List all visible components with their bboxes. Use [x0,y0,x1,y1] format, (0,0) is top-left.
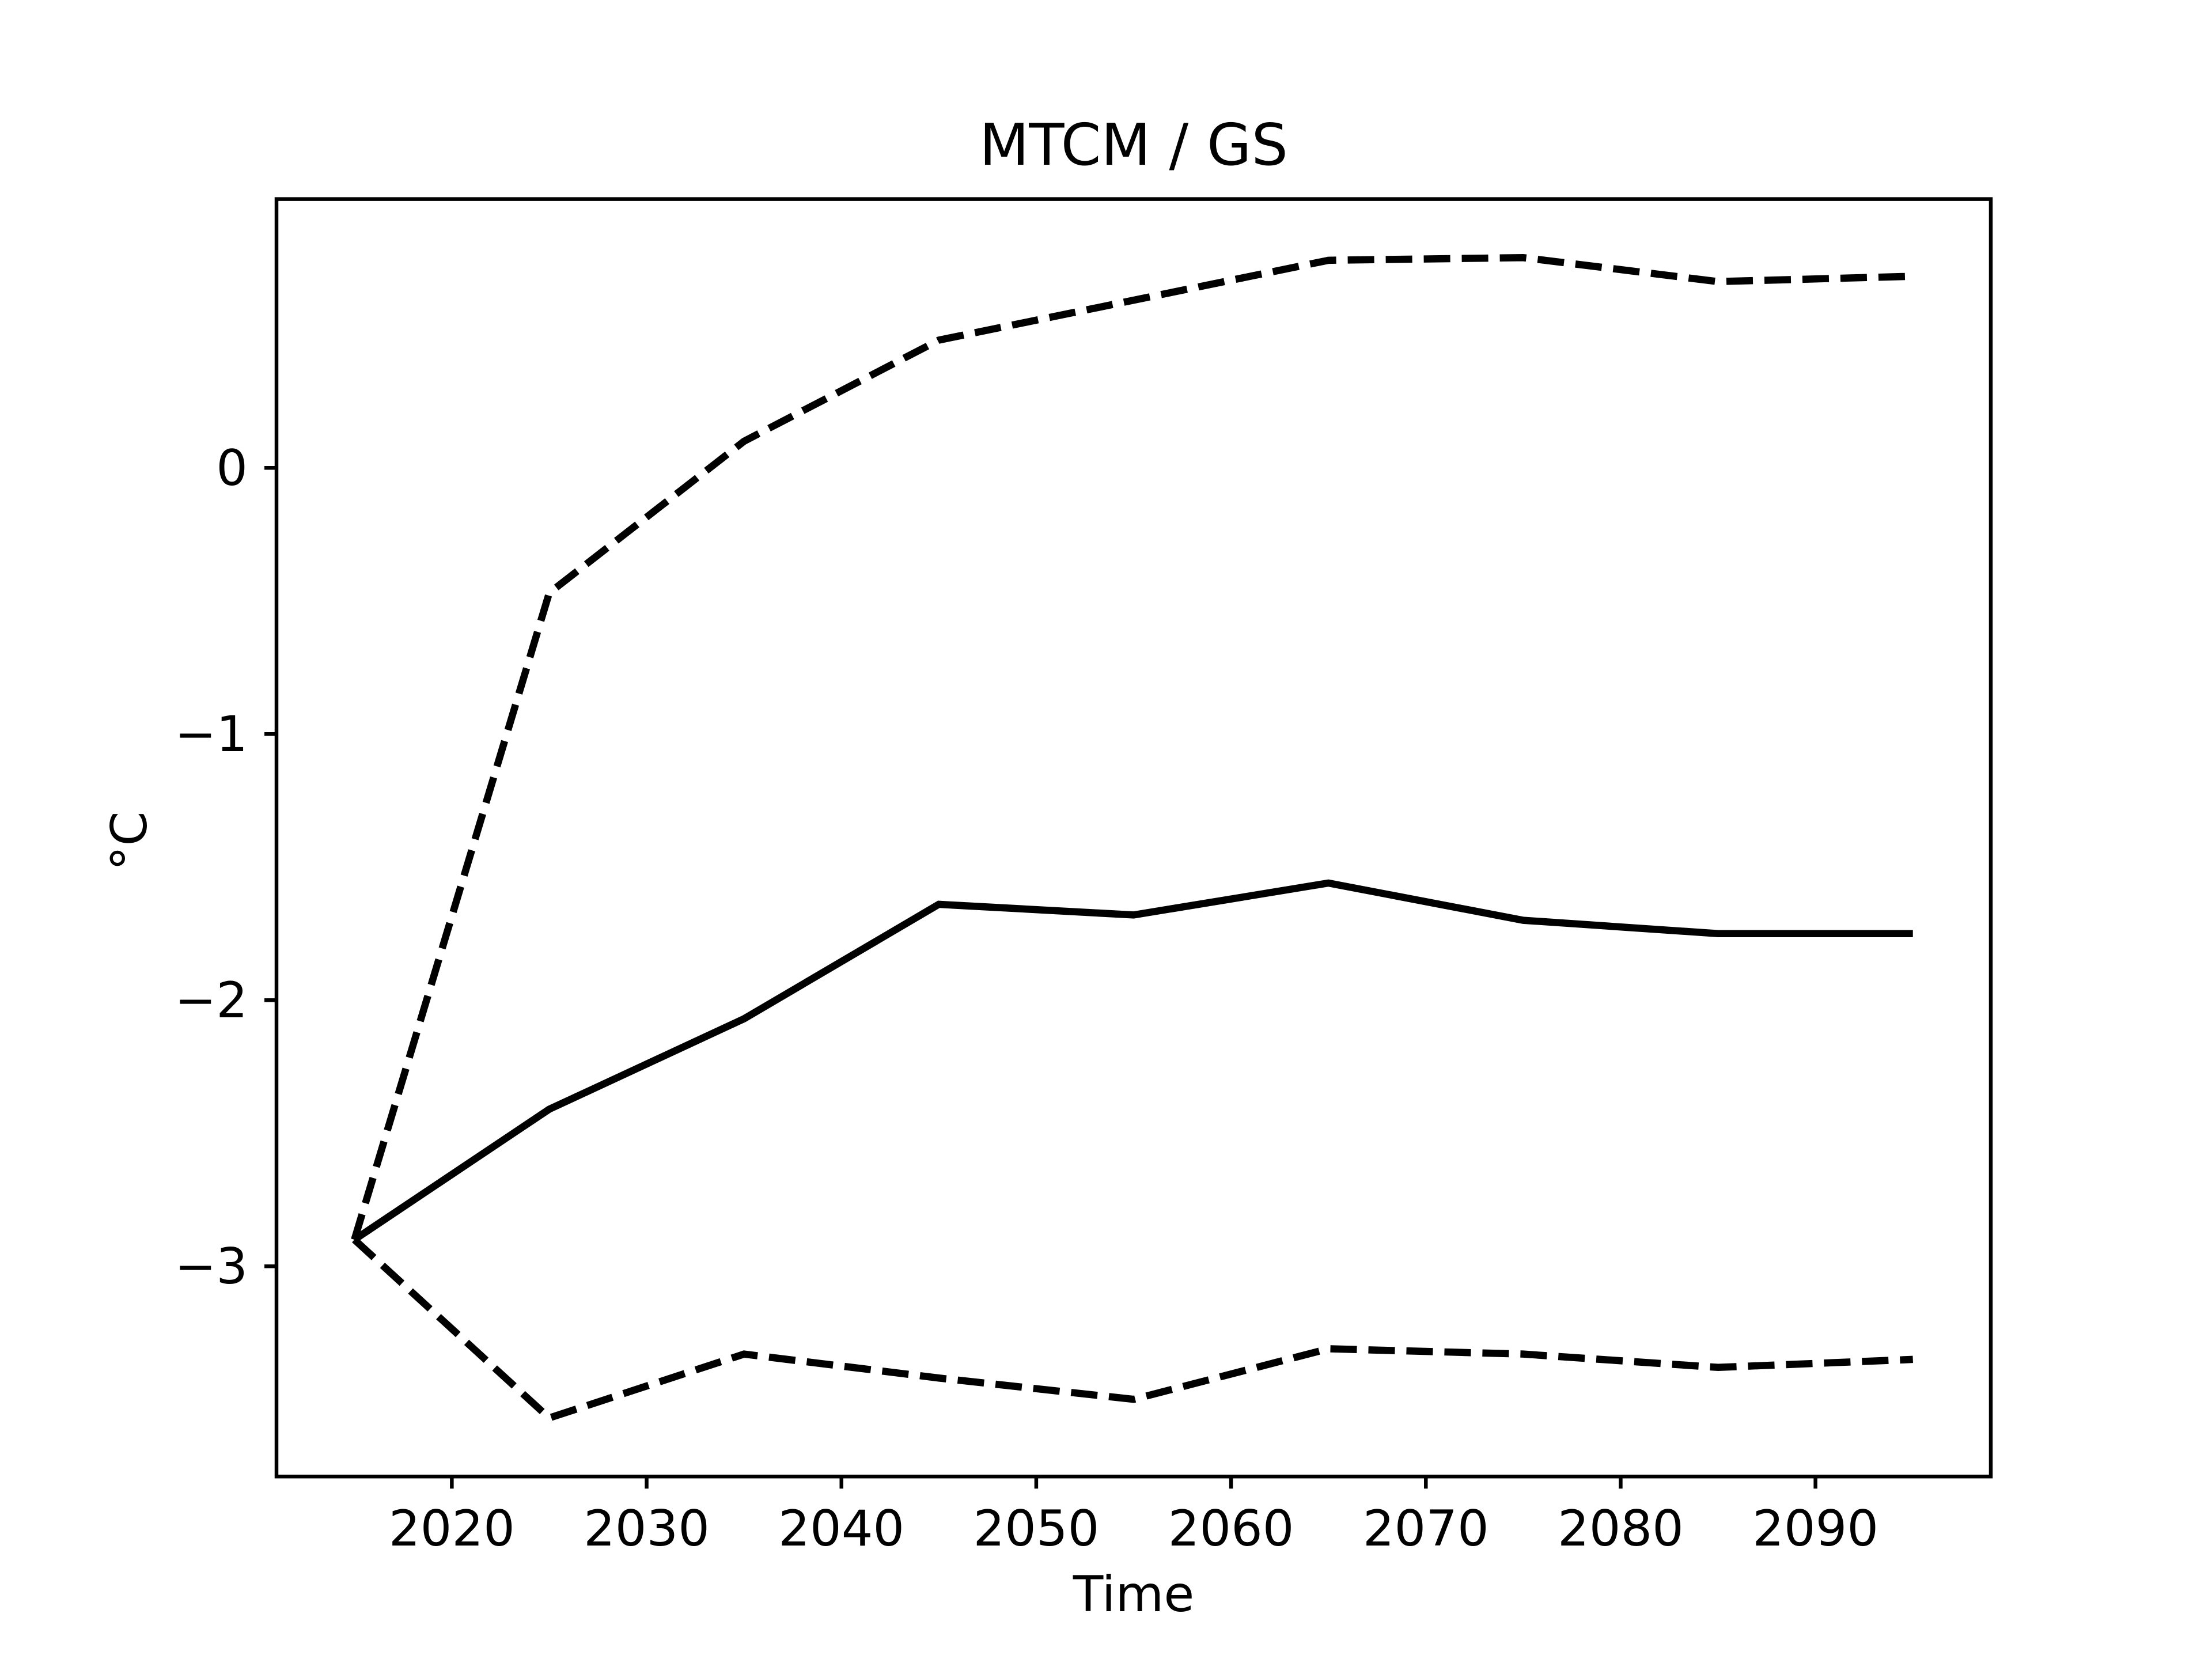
y-tick-label: −2 [175,972,248,1029]
x-tick-label: 2070 [1363,1500,1489,1558]
y-tick-label: −1 [175,706,248,763]
x-tick-label: 2020 [389,1500,515,1558]
y-axis-label: °C [101,811,158,871]
x-tick-label: 2060 [1168,1500,1294,1558]
x-tick-label: 2080 [1558,1500,1684,1558]
x-tick-label: 2040 [778,1500,904,1558]
series-upper-bound-dashed-line [351,253,1913,1241]
y-tick-label: 0 [216,440,248,497]
series-lower-bound-dashed-line [352,1237,1913,1422]
x-tick-label: 2050 [973,1500,1099,1558]
chart-title: MTCM / GS [979,111,1288,179]
series-mean-solid-line [352,879,1913,1243]
x-axis-label: Time [1073,1566,1195,1623]
plot-frame [274,197,1993,1479]
x-tick-label: 2030 [584,1500,710,1558]
y-tick-label: −3 [175,1238,248,1296]
x-tick-label: 2090 [1752,1500,1878,1558]
